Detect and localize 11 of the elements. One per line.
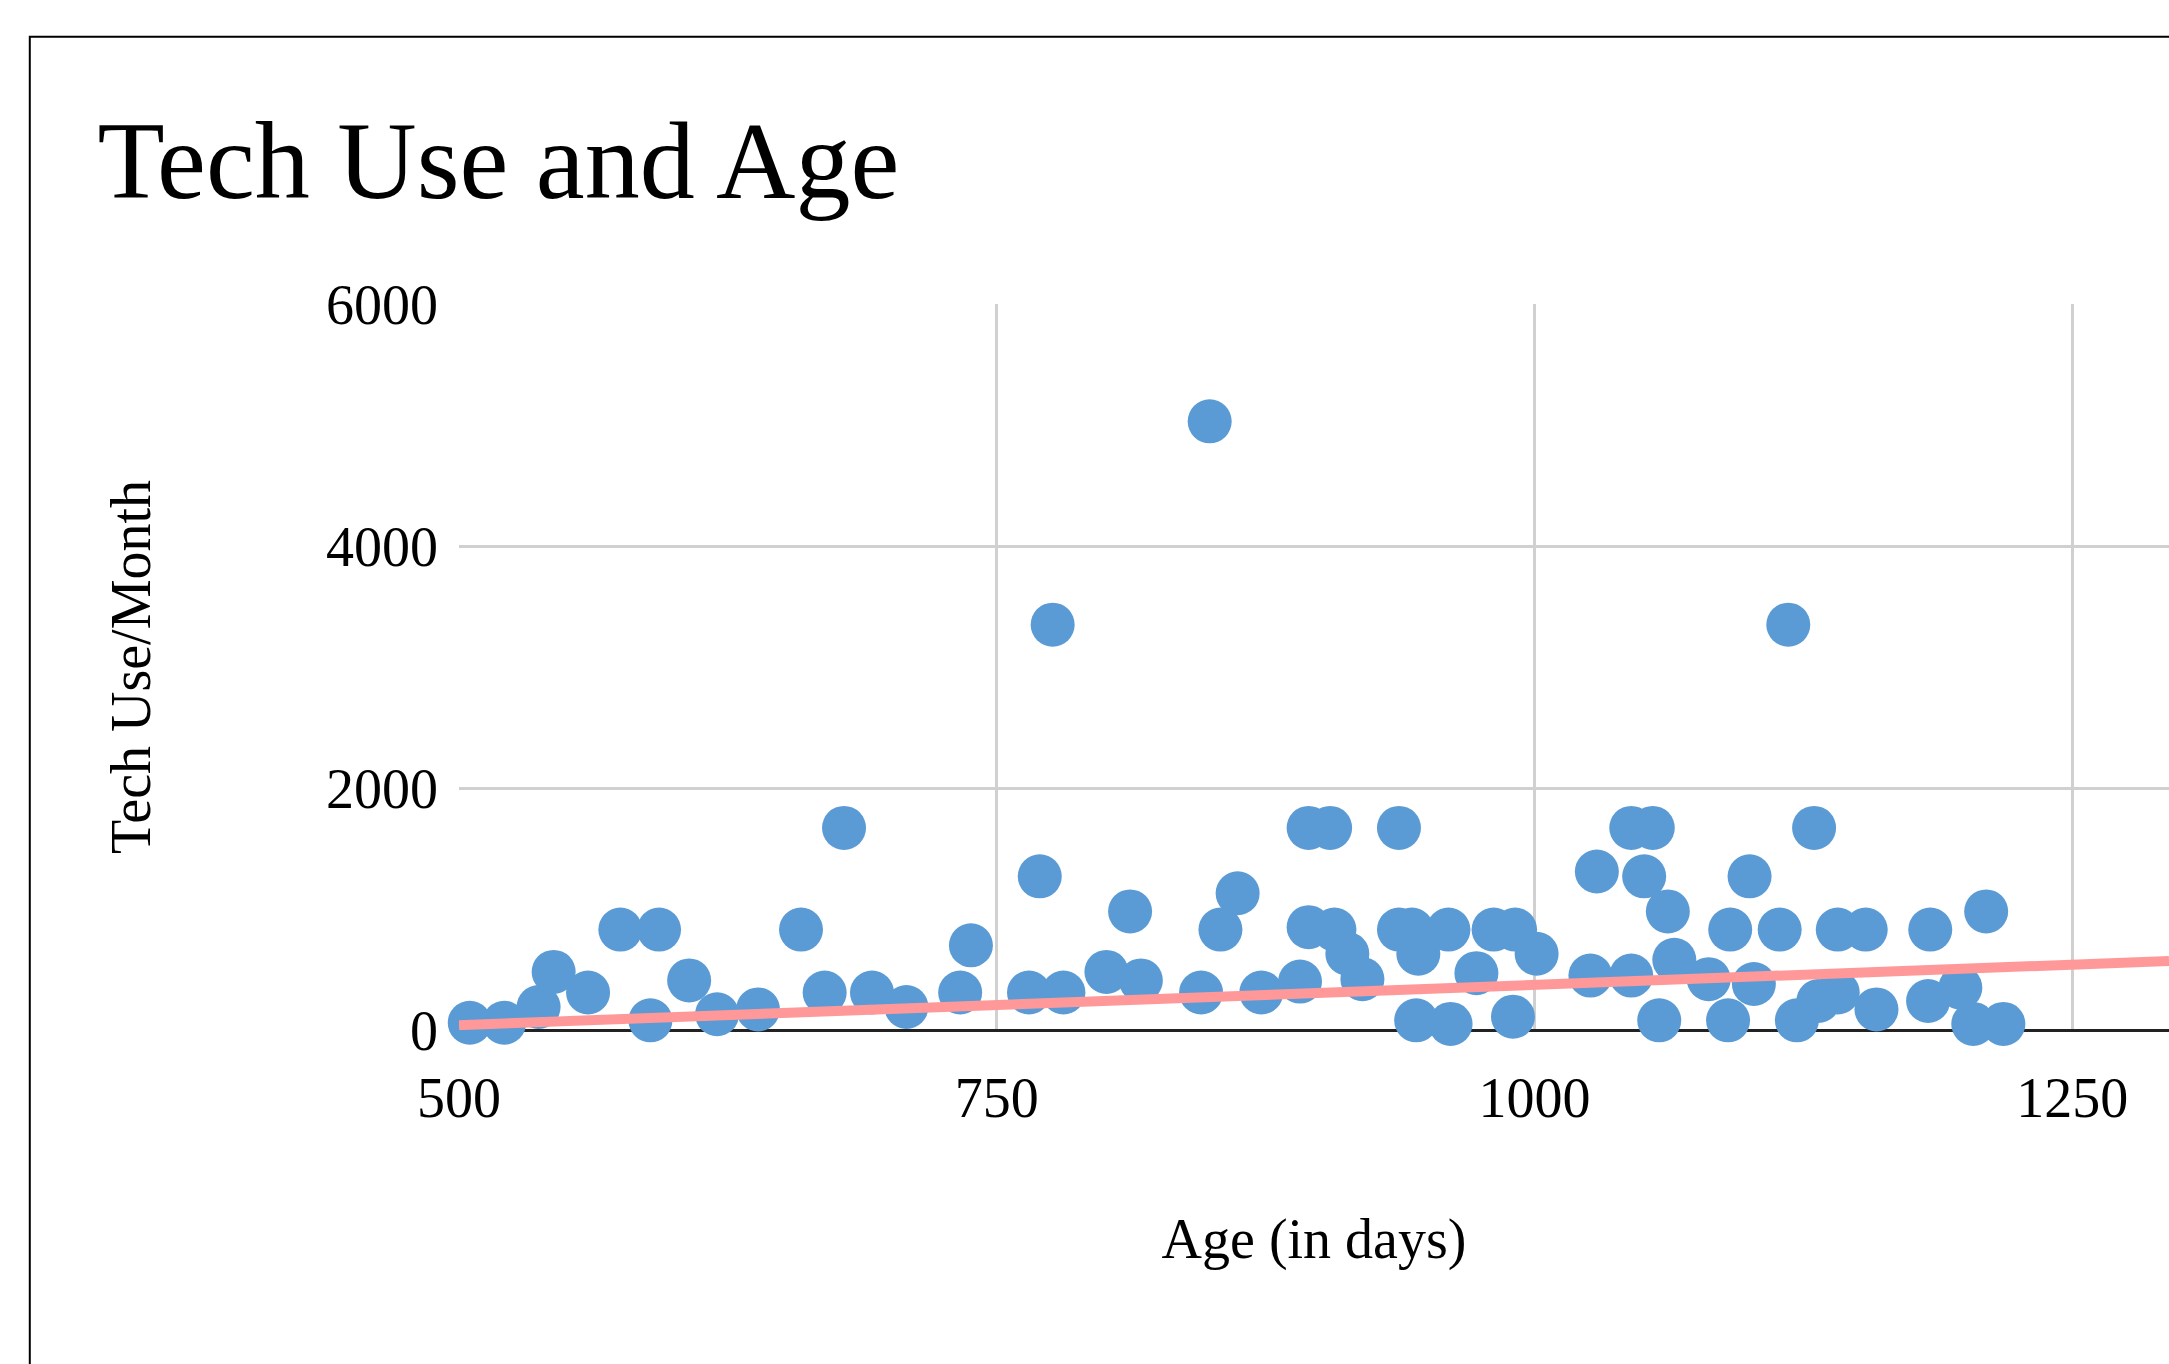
y-axis-title: Tech Use/Month <box>99 479 162 855</box>
x-tick-label: 1250 <box>2016 1067 2129 1129</box>
y-tick-label: 2000 <box>326 757 438 820</box>
y-tick-label: 0 <box>410 999 438 1062</box>
chart-title: Tech Use and Age <box>97 100 900 223</box>
x-tick-label: 500 <box>417 1067 501 1129</box>
x-tick-label: 1000 <box>1478 1067 1591 1129</box>
x-axis-title: Age (in days) <box>1161 1207 1467 1271</box>
y-tick-label: 4000 <box>326 515 438 578</box>
x-tick-label: 750 <box>954 1067 1039 1129</box>
y-tick-label: 6000 <box>326 273 438 336</box>
